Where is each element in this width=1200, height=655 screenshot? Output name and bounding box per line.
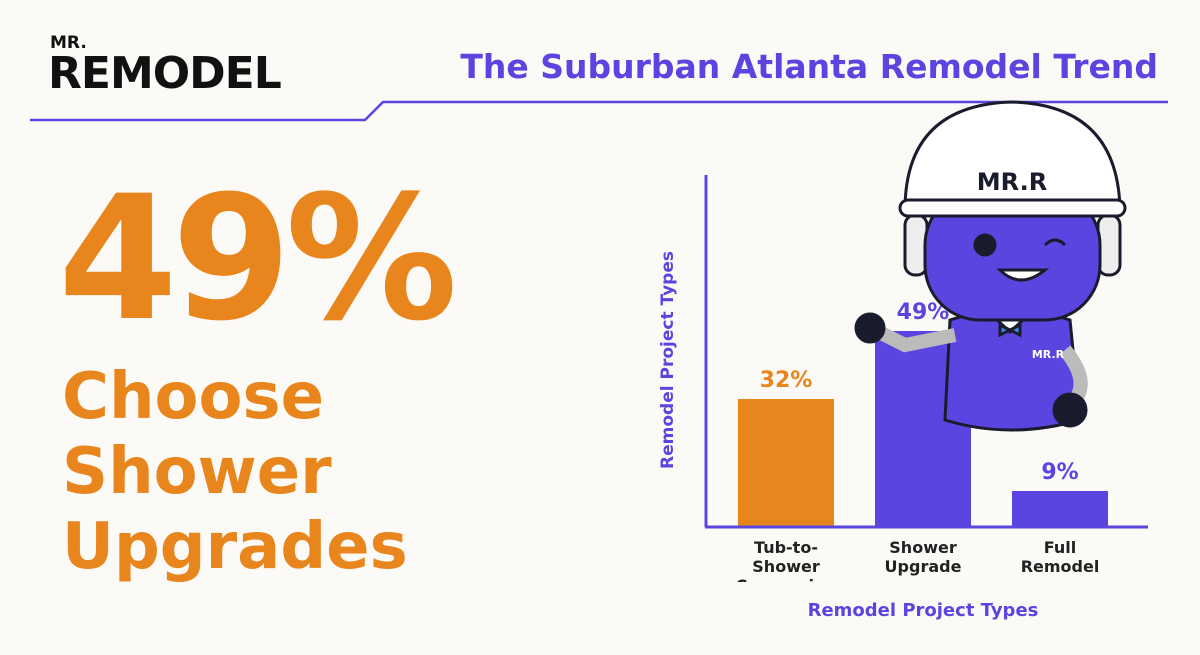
bar <box>738 399 834 527</box>
mascot-shirt-text: MR.R <box>1032 348 1065 361</box>
bar <box>1012 491 1108 527</box>
value-label: 32% <box>760 368 813 393</box>
headline-line: Upgrades <box>62 510 408 584</box>
x-tick-label-box: Shower Upgrade <box>884 538 962 576</box>
mascot-eye <box>973 233 997 257</box>
mascot-hand <box>1052 392 1088 428</box>
logo-main: REMODEL <box>48 48 281 99</box>
value-label: 9% <box>1041 460 1078 485</box>
headline-stat: 49% <box>58 158 452 359</box>
x-axis-label: Remodel Project Types <box>808 600 1039 621</box>
divider <box>30 100 1168 122</box>
mascot-arm <box>871 323 957 353</box>
x-tick-label-box: Tub-to-Shower Conversion <box>736 538 837 582</box>
mascot-wink <box>1043 238 1067 247</box>
mascot-bowtie <box>998 322 1022 338</box>
mascot-helmet <box>903 100 1122 212</box>
mascot <box>854 100 1127 432</box>
mascot-helmet-text: MR.R <box>977 168 1047 196</box>
headline-line: Shower <box>62 435 332 509</box>
title: The Suburban Atlanta Remodel Trend <box>460 47 1158 86</box>
x-tick-label-box: Full Remodel <box>1020 538 1100 576</box>
mascot-smile <box>996 268 1050 282</box>
x-tick-label: Shower Upgrade <box>884 538 962 576</box>
x-tick-label: Full Remodel <box>1020 538 1100 576</box>
mascot-helmet-brim <box>898 198 1127 218</box>
logo-small: MR. <box>50 33 87 53</box>
headline-line: Choose <box>62 360 324 434</box>
x-tick-label: Tub-to-Shower Conversion <box>736 538 837 582</box>
mascot-hand <box>854 312 886 344</box>
y-axis-label: Remodel Project Types <box>658 251 678 469</box>
